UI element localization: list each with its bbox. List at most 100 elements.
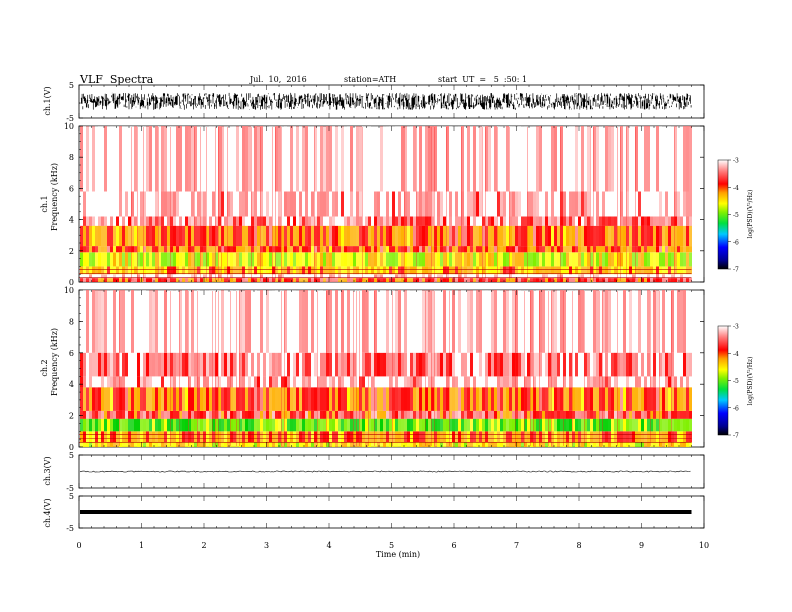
spectrogram-cell <box>359 225 362 247</box>
spectrogram-cell <box>254 352 257 377</box>
spectrogram-cell <box>689 225 692 247</box>
spectrogram-cell <box>407 126 410 192</box>
spectrogram-cell <box>257 266 260 275</box>
spectrogram-cell <box>290 442 293 447</box>
spectrogram-cell <box>593 266 596 275</box>
spectrogram-cell <box>545 410 548 419</box>
spectrogram-cell <box>641 418 644 432</box>
spectrogram-cell <box>572 266 575 275</box>
spectrogram-cell <box>488 431 491 443</box>
spectrogram-cell <box>446 191 449 217</box>
spectrogram-cell <box>626 216 629 226</box>
spectrogram-cell <box>380 431 383 443</box>
spectrogram-cell <box>233 246 236 253</box>
spectrogram-cell <box>515 126 518 192</box>
spectrogram-cell <box>308 442 311 447</box>
spectrogram-cell <box>422 376 425 388</box>
spectrogram-cell <box>314 290 317 353</box>
spectrogram-cell <box>443 191 446 217</box>
spectrogram-cell <box>596 252 599 267</box>
ch1-spectrogram-ytick-label: 0 <box>69 278 74 287</box>
spectrogram-streak <box>143 127 144 281</box>
spectrogram-cell <box>590 290 593 353</box>
spectrogram-cell <box>494 266 497 275</box>
spectrogram-cell <box>653 442 656 447</box>
spectrogram-cell <box>368 252 371 267</box>
spectrogram-cell <box>479 278 482 282</box>
spectrogram-cell <box>410 442 413 447</box>
spectrogram-cell <box>302 442 305 447</box>
spectrogram-cell <box>584 225 587 247</box>
spectrogram-cell <box>542 191 545 217</box>
spectrogram-cell <box>296 290 299 353</box>
spectrogram-cell <box>365 252 368 267</box>
spectrogram-cell <box>485 252 488 267</box>
spectrogram-cell <box>404 442 407 447</box>
spectrogram-cell <box>173 290 176 353</box>
spectrogram-cell <box>320 442 323 447</box>
spectrogram-cell <box>473 410 476 419</box>
spectrogram-cell <box>638 418 641 432</box>
spectrogram-cell <box>599 431 602 443</box>
spectrogram-cell <box>551 126 554 192</box>
spectrogram-cell <box>617 216 620 226</box>
spectrogram-cell <box>554 410 557 419</box>
spectrogram-cell <box>593 352 596 377</box>
spectrogram-cell <box>149 352 152 377</box>
spectrogram-cell <box>446 225 449 247</box>
spectrogram-cell <box>341 252 344 267</box>
spectrogram-cell <box>479 216 482 226</box>
spectrogram-cell <box>395 126 398 192</box>
spectrogram-cell <box>302 216 305 226</box>
spectrogram-cell <box>341 442 344 447</box>
spectrogram-cell <box>482 410 485 419</box>
spectrogram-cell <box>497 290 500 353</box>
spectrogram-cell <box>341 352 344 377</box>
spectrogram-streak <box>584 291 585 446</box>
spectrogram-cell <box>140 290 143 353</box>
spectrogram-cell <box>563 442 566 447</box>
spectrogram-cell <box>125 387 128 411</box>
spectrogram-cell <box>500 352 503 377</box>
spectrogram-cell <box>143 266 146 275</box>
spectrogram-cell <box>257 191 260 217</box>
spectrogram-cell <box>179 376 182 388</box>
colorbar-tick-label: -3 <box>733 158 739 165</box>
spectrogram-cell <box>443 126 446 192</box>
spectrogram-cell <box>311 442 314 447</box>
spectrogram-cell <box>320 431 323 443</box>
spectrogram-cell <box>320 216 323 226</box>
spectrogram-cell <box>542 431 545 443</box>
spectrogram-cell <box>347 352 350 377</box>
spectrogram-streak <box>362 127 363 281</box>
spectrogram-cell <box>416 442 419 447</box>
spectrogram-cell <box>452 246 455 253</box>
spectrogram-cell <box>611 191 614 217</box>
spectrogram-cell <box>137 246 140 253</box>
spectrogram-cell <box>239 410 242 419</box>
spectrogram-cell <box>551 246 554 253</box>
spectrogram-cell <box>101 216 104 226</box>
spectrogram-cell <box>185 442 188 447</box>
spectrogram-cell <box>242 418 245 432</box>
spectrogram-cell <box>308 191 311 217</box>
spectrogram-cell <box>347 410 350 419</box>
spectrogram-cell <box>326 274 329 279</box>
spectrogram-cell <box>305 191 308 217</box>
spectrogram-cell <box>551 387 554 411</box>
spectrogram-cell <box>578 352 581 377</box>
spectrogram-cell <box>566 252 569 267</box>
spectrogram-cell <box>101 418 104 432</box>
spectrogram-streak <box>212 291 213 446</box>
spectrogram-cell <box>323 266 326 275</box>
spectrogram-cell <box>536 387 539 411</box>
spectrogram-cell <box>407 442 410 447</box>
spectrogram-cell <box>488 376 491 388</box>
spectrogram-cell <box>185 246 188 253</box>
spectrogram-cell <box>488 278 491 282</box>
spectrogram-cell <box>326 246 329 253</box>
spectrogram-cell <box>110 376 113 388</box>
spectrogram-cell <box>602 246 605 253</box>
spectrogram-cell <box>452 387 455 411</box>
spectrogram-cell <box>245 216 248 226</box>
